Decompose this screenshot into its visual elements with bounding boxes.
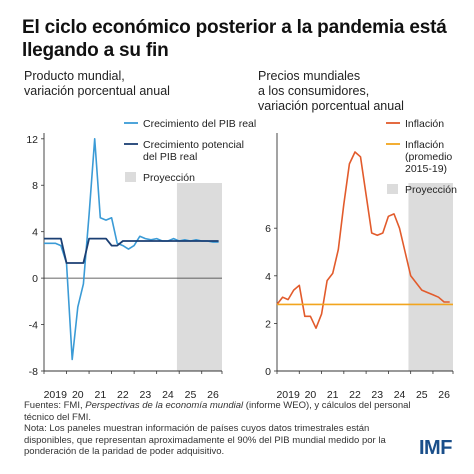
legend-label: (promedio [405,151,452,163]
left-subtitle-line: Producto mundial, [24,69,125,83]
projection-band [408,183,453,371]
legend-label: Proyección [143,172,195,184]
series-line-1 [276,151,450,330]
legend-label: Inflación [405,139,444,151]
x-tick-label: 26 [438,389,450,401]
x-tick-label: 22 [349,389,361,401]
y-tick-label: 4 [265,271,271,283]
legend-label: 2015-19) [405,163,447,175]
x-tick-label: 20 [72,389,84,401]
x-tick-label: 22 [117,389,129,401]
x-tick-label: 20 [305,389,317,401]
y-tick-label: 0 [32,273,38,285]
imf-logo: IMF [419,437,452,459]
legend-label: Crecimiento del PIB real [143,118,256,130]
sources-prefix: Fuentes: FMI, [24,400,86,411]
x-tick-label: 24 [162,389,174,401]
x-tick-label: 25 [185,389,197,401]
legend-label: del PIB real [143,151,197,163]
legend-swatch [125,172,136,182]
chart-title: El ciclo económico posterior a la pandem… [22,17,447,61]
legend-label: Proyección [405,184,457,196]
y-tick-label: 4 [32,227,38,239]
y-tick-label: 8 [32,180,38,192]
series-line-2 [44,237,219,264]
y-tick-label: 2 [265,318,271,330]
legend-label: Crecimiento potencial [143,139,244,151]
footnote: Fuentes: FMI, Perspectivas de la economí… [24,400,414,458]
x-tick-label: 26 [207,389,219,401]
x-tick-label: 21 [94,389,106,401]
left-subtitle-line: variación porcentual anual [24,84,170,98]
x-tick-label: 25 [416,389,428,401]
right-subtitle-line: a los consumidores, [258,84,370,98]
x-tick-label: 23 [371,389,383,401]
right-subtitle-line: Precios mundiales [258,69,361,83]
legend-swatch [387,184,398,194]
sources-italic: Perspectivas de la economía mundial [85,400,244,411]
x-tick-label: 24 [394,389,406,401]
projection-band [176,183,222,371]
sources-suffix: (informe WEO), y cálculos del personal t… [24,400,411,423]
x-tick-label: 21 [327,389,339,401]
y-tick-label: -4 [29,320,38,332]
footnote-note: Nota: Los paneles muestran información d… [24,423,386,457]
right-subtitle-line: variación porcentual anual [258,99,404,113]
left-panel-subtitle: Producto mundial, variación porcentual an… [24,69,224,99]
x-tick-label: 23 [140,389,152,401]
y-tick-label: 0 [265,366,271,378]
y-tick-label: -8 [29,366,38,378]
right-panel-subtitle: Precios mundiales a los consumidores, vari… [258,69,468,114]
legend-label: Inflación [405,118,444,130]
y-tick-label: 6 [265,223,271,235]
x-tick-label: 2019 [276,389,300,401]
x-tick-label: 2019 [44,389,68,401]
y-tick-label: 12 [26,134,38,146]
